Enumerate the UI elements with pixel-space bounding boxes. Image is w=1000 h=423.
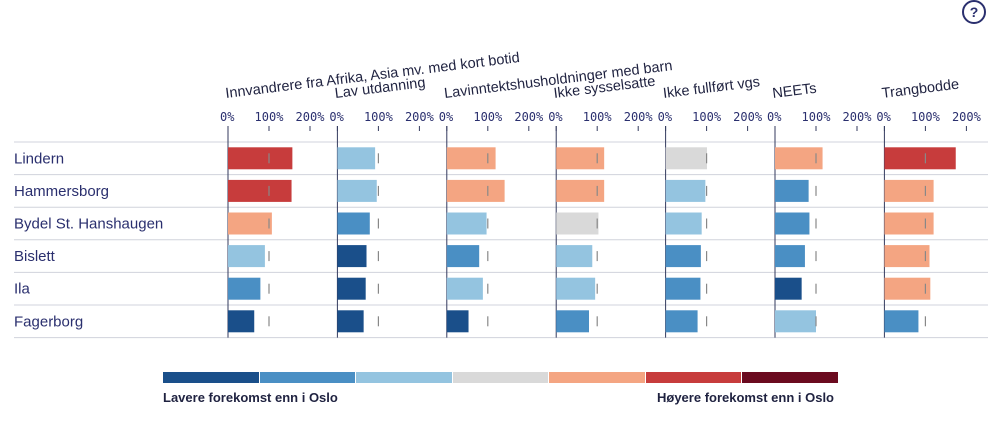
tick-label: 100% xyxy=(473,110,503,124)
bar-ikke-fullf-rt-vgs-hammersborg[interactable] xyxy=(665,179,706,202)
bar-lavinntektshusholdninger-med-barn-lindern[interactable] xyxy=(446,147,496,170)
tick-label: 0% xyxy=(220,110,235,124)
bar-lav-utdanning-bislett[interactable] xyxy=(337,245,367,268)
bar-lav-utdanning-lindern[interactable] xyxy=(337,147,376,170)
tick-label: 200% xyxy=(624,110,654,124)
bar-ikke-fullf-rt-vgs-lindern[interactable] xyxy=(665,147,708,170)
bar-ikke-fullf-rt-vgs-fagerborg[interactable] xyxy=(665,310,698,333)
legend-swatch-grey xyxy=(452,372,549,383)
tick-label: 200% xyxy=(296,110,326,124)
column-title-trangbodde: Trangbodde xyxy=(881,77,960,102)
bar-trangbodde-bislett[interactable] xyxy=(884,245,930,268)
legend-swatch-light-red xyxy=(549,372,645,383)
tick-label: 100% xyxy=(692,110,722,124)
bar-ikke-sysselsatte-hammersborg[interactable] xyxy=(556,179,605,202)
row-label-bislett: Bislett xyxy=(14,248,56,265)
bar-trangbodde-hammersborg[interactable] xyxy=(884,179,934,202)
bar-neets-bislett[interactable] xyxy=(775,245,805,268)
tick-label: 0% xyxy=(876,110,891,124)
tick-label: 200% xyxy=(405,110,435,124)
bar-innvandrere-fra-afrika-asia-mv-med-kort-botid-ila[interactable] xyxy=(228,277,261,300)
bar-lavinntektshusholdninger-med-barn-ila[interactable] xyxy=(446,277,483,300)
bar-lavinntektshusholdninger-med-barn-hammersborg[interactable] xyxy=(446,179,505,202)
bar-trangbodde-bydel-st-hanshaugen[interactable] xyxy=(884,212,934,235)
legend-high-label: Høyere forekomst enn i Oslo xyxy=(657,390,834,405)
tick-label: 200% xyxy=(843,110,873,124)
tick-label: 0% xyxy=(658,110,673,124)
bar-innvandrere-fra-afrika-asia-mv-med-kort-botid-bislett[interactable] xyxy=(228,245,265,268)
bar-ikke-fullf-rt-vgs-bydel-st-hanshaugen[interactable] xyxy=(665,212,702,235)
bar-ikke-sysselsatte-ila[interactable] xyxy=(556,277,596,300)
bar-neets-fagerborg[interactable] xyxy=(775,310,816,333)
help-icon[interactable]: ? xyxy=(962,0,986,24)
legend-low-label: Lavere forekomst enn i Oslo xyxy=(163,390,338,405)
bar-ikke-sysselsatte-bydel-st-hanshaugen[interactable] xyxy=(556,212,599,235)
column-title-ikke-fullf-rt-vgs: Ikke fullført vgs xyxy=(662,74,761,102)
bar-lav-utdanning-ila[interactable] xyxy=(337,277,366,300)
bar-innvandrere-fra-afrika-asia-mv-med-kort-botid-bydel-st-hanshaugen[interactable] xyxy=(228,212,272,235)
tick-label: 100% xyxy=(802,110,832,124)
bar-neets-bydel-st-hanshaugen[interactable] xyxy=(775,212,810,235)
legend-swatch-dark-red xyxy=(742,372,839,383)
bar-innvandrere-fra-afrika-asia-mv-med-kort-botid-fagerborg[interactable] xyxy=(228,310,255,333)
bar-neets-hammersborg[interactable] xyxy=(775,179,809,202)
tick-label: 200% xyxy=(514,110,544,124)
tick-label: 100% xyxy=(911,110,941,124)
tick-label: 200% xyxy=(733,110,763,124)
tick-label: 0% xyxy=(329,110,344,124)
bar-lavinntektshusholdninger-med-barn-bislett[interactable] xyxy=(446,245,480,268)
legend-swatch-mid-blue xyxy=(259,372,356,383)
column-title-neets: NEETs xyxy=(772,81,818,102)
legend-swatch-dark-blue xyxy=(163,372,259,383)
row-label-ila: Ila xyxy=(14,281,31,298)
bar-trangbodde-lindern[interactable] xyxy=(884,147,956,170)
row-label-fagerborg: Fagerborg xyxy=(14,313,83,330)
tick-label: 100% xyxy=(364,110,394,124)
tick-label: 0% xyxy=(767,110,782,124)
bar-innvandrere-fra-afrika-asia-mv-med-kort-botid-lindern[interactable] xyxy=(228,147,293,170)
row-label-lindern: Lindern xyxy=(14,150,64,167)
bar-lav-utdanning-fagerborg[interactable] xyxy=(337,310,364,333)
legend-swatch-light-blue xyxy=(356,372,452,383)
bar-lavinntektshusholdninger-med-barn-bydel-st-hanshaugen[interactable] xyxy=(446,212,487,235)
tick-label: 0% xyxy=(548,110,563,124)
legend-swatch-red xyxy=(645,372,742,383)
bar-lav-utdanning-bydel-st-hanshaugen[interactable] xyxy=(337,212,370,235)
bar-neets-ila[interactable] xyxy=(775,277,802,300)
bar-ikke-fullf-rt-vgs-bislett[interactable] xyxy=(665,245,701,268)
color-legend xyxy=(163,372,839,383)
tick-label: 100% xyxy=(583,110,613,124)
bar-ikke-sysselsatte-lindern[interactable] xyxy=(556,147,605,170)
tick-label: 200% xyxy=(952,110,982,124)
tick-label: 0% xyxy=(439,110,454,124)
bar-ikke-sysselsatte-bislett[interactable] xyxy=(556,245,593,268)
tick-label: 100% xyxy=(255,110,285,124)
row-label-hammersborg: Hammersborg xyxy=(14,183,109,200)
bar-ikke-sysselsatte-fagerborg[interactable] xyxy=(556,310,589,333)
bar-lav-utdanning-hammersborg[interactable] xyxy=(337,179,377,202)
bar-trangbodde-ila[interactable] xyxy=(884,277,931,300)
bar-trangbodde-fagerborg[interactable] xyxy=(884,310,919,333)
bar-innvandrere-fra-afrika-asia-mv-med-kort-botid-hammersborg[interactable] xyxy=(228,179,292,202)
bar-lavinntektshusholdninger-med-barn-fagerborg[interactable] xyxy=(446,310,469,333)
bar-neets-lindern[interactable] xyxy=(775,147,823,170)
bar-ikke-fullf-rt-vgs-ila[interactable] xyxy=(665,277,701,300)
row-label-bydel-st-hanshaugen: Bydel St. Hanshaugen xyxy=(14,216,163,233)
